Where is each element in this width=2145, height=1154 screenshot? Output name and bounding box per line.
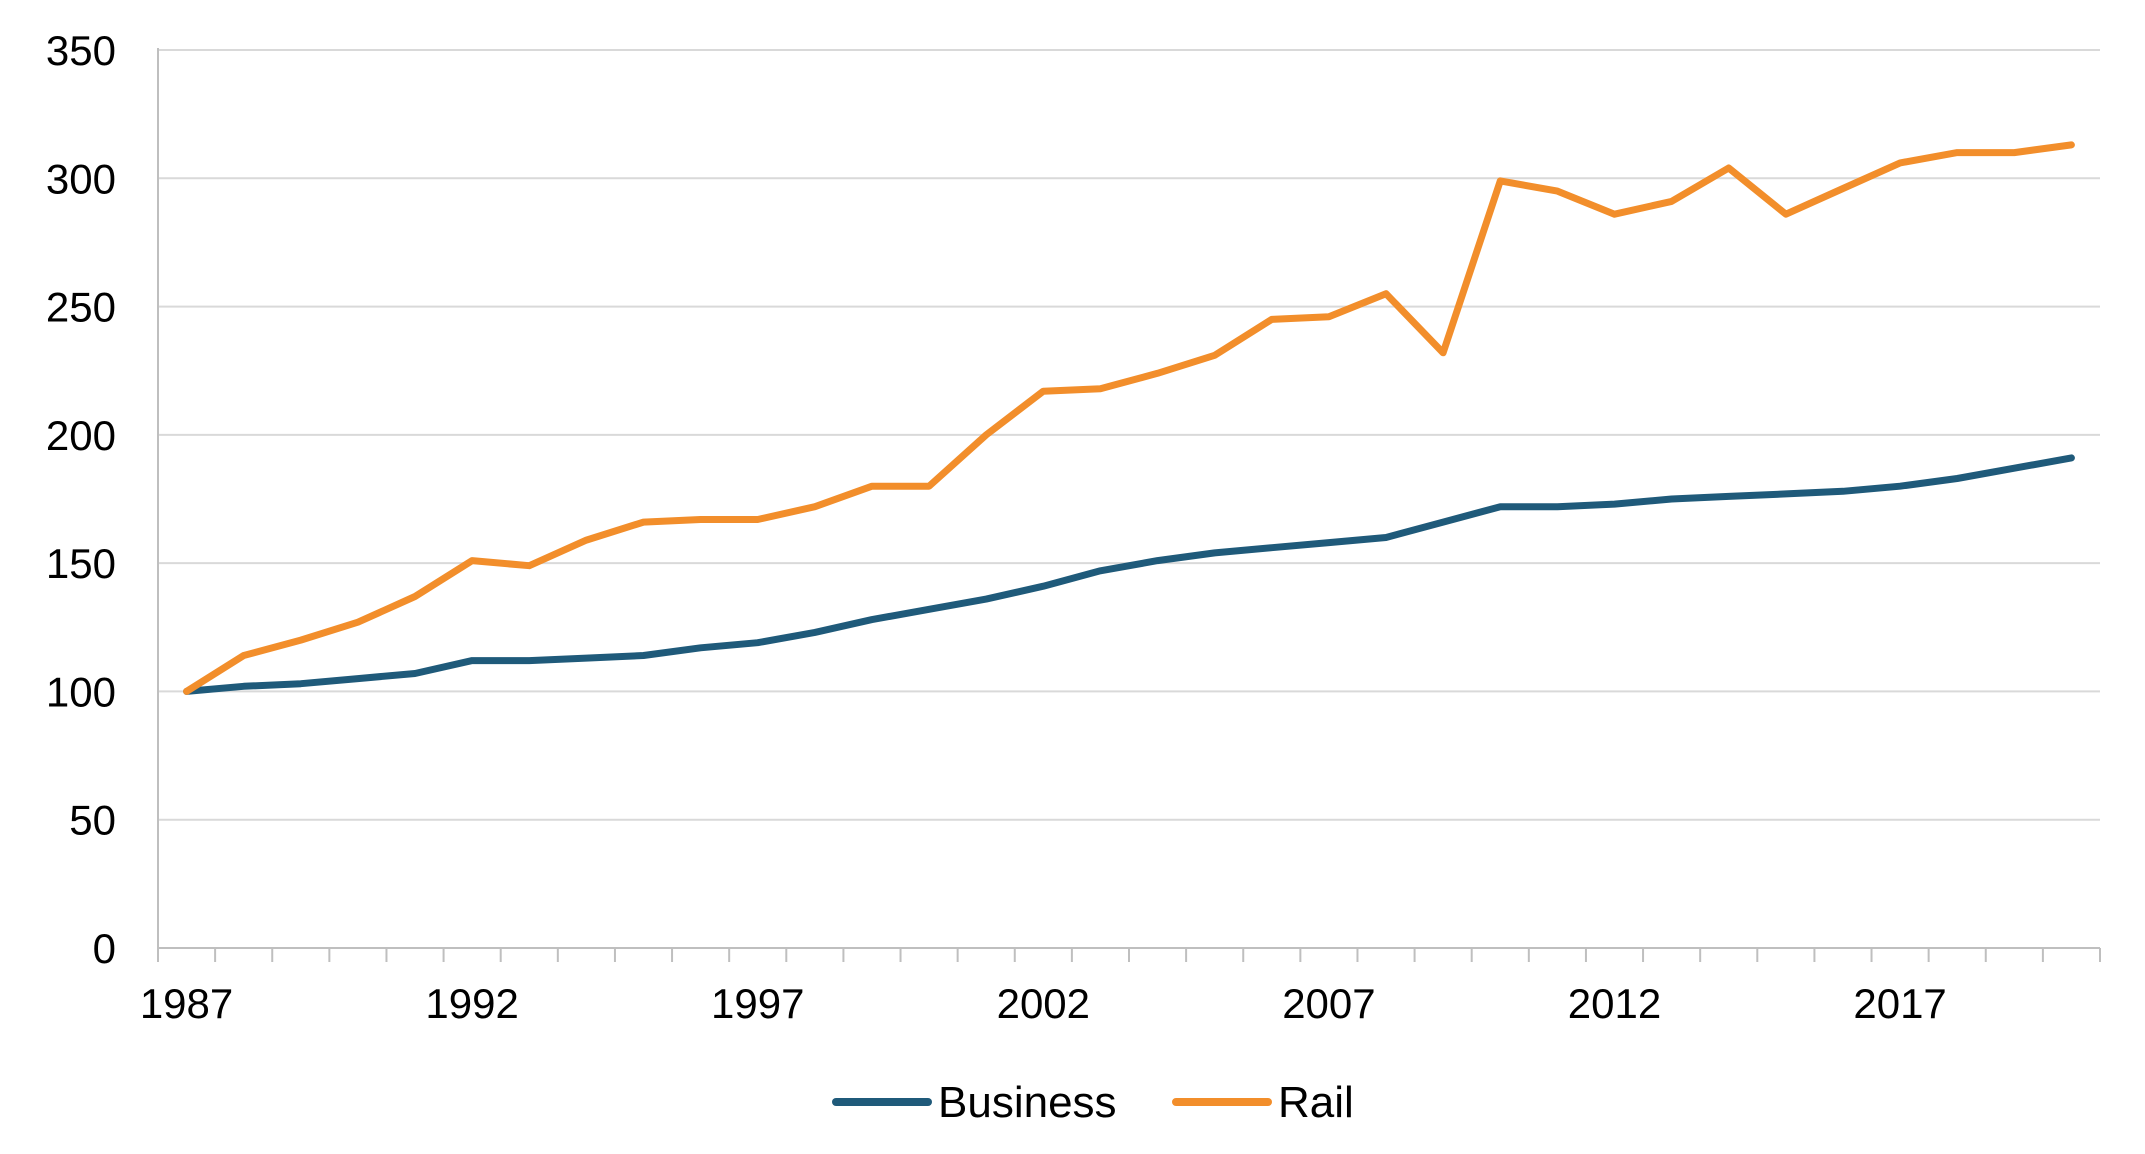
- y-tick-label: 0: [93, 925, 116, 972]
- x-tick-label: 1987: [140, 980, 233, 1027]
- x-tick-label: 2012: [1568, 980, 1661, 1027]
- x-tick-label: 2002: [997, 980, 1090, 1027]
- legend-label-business: Business: [938, 1078, 1117, 1127]
- y-tick-label: 350: [46, 27, 116, 74]
- axes: 0 50 100 150 200 250 300 350 1987 1992 1997 2002 200…: [46, 27, 2101, 1027]
- series-lines: [183, 141, 2075, 695]
- x-tick-label: 2017: [1853, 980, 1946, 1027]
- y-tick-label: 250: [46, 284, 116, 331]
- legend-label-rail: Rail: [1278, 1078, 1354, 1127]
- x-tick-label: 2007: [1282, 980, 1375, 1027]
- x-tick-label: 1997: [711, 980, 804, 1027]
- gridlines: [158, 49, 2100, 821]
- legend: Business Rail: [832, 1078, 1354, 1127]
- series-line-business: [183, 454, 2075, 695]
- y-tick-label: 50: [69, 797, 116, 844]
- y-tick-label: 100: [46, 668, 116, 715]
- y-tick-label: 150: [46, 540, 116, 587]
- series-line-rail: [183, 141, 2075, 695]
- x-tick-label: 1992: [425, 980, 518, 1027]
- y-tick-label: 300: [46, 155, 116, 202]
- y-tick-label: 200: [46, 412, 116, 459]
